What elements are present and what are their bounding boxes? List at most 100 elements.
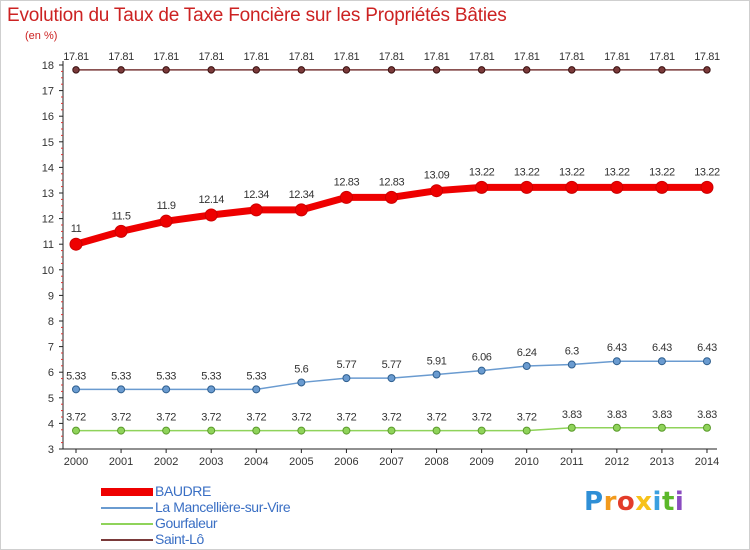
x-tick-label: 2003 — [199, 456, 223, 468]
data-label-saint-lo: 17.81 — [334, 51, 360, 63]
data-point-saint-lo — [207, 66, 215, 74]
x-tick-label: 2007 — [379, 456, 403, 468]
data-point-saint-lo — [613, 66, 621, 74]
data-label-saint-lo: 17.81 — [424, 51, 450, 63]
x-tick-label: 2009 — [469, 456, 493, 468]
data-label-gourfaleur: 3.72 — [517, 412, 537, 424]
logo-letter: t — [661, 487, 675, 517]
x-tick-label: 2013 — [650, 456, 674, 468]
data-label-baudre: 12.83 — [334, 176, 360, 188]
y-tick-label: 6 — [48, 367, 54, 379]
data-label-la-mancelliere-sur-vire: 5.33 — [201, 370, 221, 382]
data-label-gourfaleur: 3.83 — [607, 409, 627, 421]
y-tick-label: 3 — [48, 444, 54, 456]
data-point-la-mancelliere-sur-vire — [342, 374, 351, 383]
data-point-saint-lo — [117, 66, 125, 74]
data-point-gourfaleur — [702, 423, 711, 432]
data-label-saint-lo: 17.81 — [153, 51, 179, 63]
legend-swatch — [101, 488, 153, 496]
data-label-gourfaleur: 3.72 — [382, 412, 402, 424]
x-tick-label: 2010 — [514, 456, 538, 468]
data-point-la-mancelliere-sur-vire — [657, 357, 666, 366]
legend-swatch — [101, 523, 153, 525]
data-point-baudre — [114, 224, 128, 238]
y-tick-label: 14 — [42, 162, 54, 174]
legend-label: Gourfaleur — [155, 515, 218, 531]
data-label-saint-lo: 17.81 — [108, 51, 134, 63]
x-tick-label: 2011 — [560, 456, 584, 468]
y-tick-label: 4 — [48, 418, 54, 430]
x-tick-label: 2014 — [695, 456, 719, 468]
proxiti-logo: Proxiti — [584, 487, 684, 517]
data-point-la-mancelliere-sur-vire — [387, 374, 396, 383]
y-tick-label: 12 — [42, 214, 54, 226]
x-tick-label: 2008 — [424, 456, 448, 468]
data-point-gourfaleur — [207, 426, 216, 435]
data-point-la-mancelliere-sur-vire — [612, 357, 621, 366]
data-label-baudre: 11.5 — [112, 210, 131, 222]
data-point-gourfaleur — [162, 426, 171, 435]
data-label-saint-lo: 17.81 — [244, 51, 270, 63]
data-label-baudre: 11 — [71, 223, 82, 235]
data-label-baudre: 13.22 — [694, 166, 720, 178]
x-tick-label: 2002 — [154, 456, 178, 468]
data-point-gourfaleur — [342, 426, 351, 435]
y-tick-label: 5 — [48, 393, 54, 405]
data-label-gourfaleur: 3.83 — [562, 409, 582, 421]
data-point-gourfaleur — [522, 426, 531, 435]
data-label-la-mancelliere-sur-vire: 5.77 — [382, 359, 402, 371]
data-label-baudre: 12.34 — [244, 189, 270, 201]
data-label-la-mancelliere-sur-vire: 6.43 — [697, 342, 717, 354]
data-point-gourfaleur — [657, 423, 666, 432]
data-label-gourfaleur: 3.72 — [111, 412, 131, 424]
data-label-saint-lo: 17.81 — [694, 51, 720, 63]
data-point-la-mancelliere-sur-vire — [702, 357, 711, 366]
data-point-la-mancelliere-sur-vire — [72, 385, 80, 394]
data-label-baudre: 13.22 — [604, 166, 630, 178]
data-label-gourfaleur: 3.72 — [427, 412, 447, 424]
logo-letter: r — [603, 487, 617, 517]
x-tick-label: 2004 — [244, 456, 268, 468]
data-point-saint-lo — [387, 66, 396, 74]
data-point-baudre — [339, 190, 353, 204]
data-point-baudre — [249, 203, 263, 217]
data-point-gourfaleur — [387, 426, 396, 435]
data-label-la-mancelliere-sur-vire: 5.33 — [156, 370, 176, 382]
data-label-la-mancelliere-sur-vire: 5.6 — [294, 363, 308, 375]
logo-letter: i — [674, 487, 685, 517]
data-point-baudre — [565, 180, 579, 194]
data-label-saint-lo: 17.81 — [604, 51, 630, 63]
data-point-saint-lo — [523, 66, 531, 74]
y-tick-label: 11 — [43, 239, 54, 251]
data-point-baudre — [430, 184, 444, 198]
data-label-saint-lo: 17.81 — [63, 51, 89, 63]
data-label-gourfaleur: 3.72 — [156, 412, 176, 424]
logo-letter: P — [584, 487, 604, 517]
data-point-gourfaleur — [297, 426, 306, 435]
legend-swatch — [101, 507, 153, 509]
data-label-baudre: 13.22 — [514, 166, 540, 178]
y-tick-label: 8 — [48, 316, 54, 328]
data-label-gourfaleur: 3.72 — [337, 412, 357, 424]
data-point-baudre — [294, 203, 308, 217]
data-point-baudre — [655, 180, 669, 194]
data-label-la-mancelliere-sur-vire: 6.43 — [652, 342, 672, 354]
data-label-saint-lo: 17.81 — [649, 51, 675, 63]
data-point-baudre — [384, 190, 398, 204]
data-label-la-mancelliere-sur-vire: 5.33 — [111, 370, 131, 382]
chart-title: Evolution du Taux de Taxe Foncière sur l… — [7, 5, 507, 26]
data-point-gourfaleur — [567, 423, 576, 432]
data-point-la-mancelliere-sur-vire — [162, 385, 171, 394]
data-point-gourfaleur — [477, 426, 486, 435]
data-point-baudre — [159, 214, 173, 228]
data-point-gourfaleur — [72, 426, 80, 435]
data-point-saint-lo — [297, 66, 306, 74]
x-tick-label: 2006 — [334, 456, 358, 468]
logo-letter: x — [635, 487, 653, 517]
data-label-la-mancelliere-sur-vire: 5.33 — [246, 370, 266, 382]
data-label-baudre: 12.34 — [289, 189, 315, 201]
data-point-la-mancelliere-sur-vire — [477, 366, 486, 375]
data-label-gourfaleur: 3.72 — [291, 412, 311, 424]
